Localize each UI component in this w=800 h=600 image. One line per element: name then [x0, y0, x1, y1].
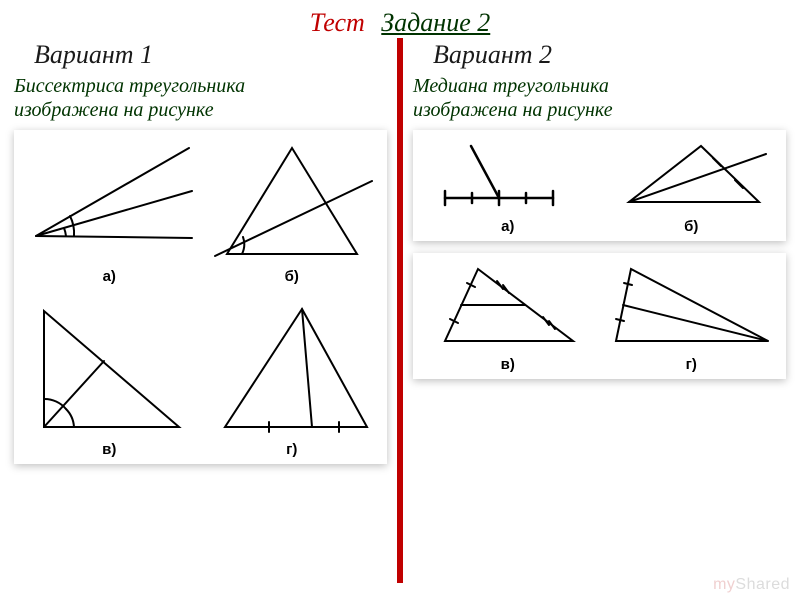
svg-v1-a	[24, 136, 194, 266]
variant-1-col: Вариант 1 Биссектриса треугольника изобр…	[8, 38, 393, 583]
watermark-my: my	[713, 576, 735, 593]
fig-v1-g-label: г)	[286, 441, 297, 458]
content-row: Вариант 1 Биссектриса треугольника изобр…	[0, 38, 800, 583]
fig-v1-g: г)	[203, 299, 382, 458]
variant-1-question: Биссектриса треугольника изображена на р…	[14, 74, 387, 122]
variant-1-figure-panel: а) б)	[14, 130, 387, 464]
page-header: Тест Задание 2	[0, 0, 800, 38]
fig-v2-a: а)	[419, 136, 597, 235]
fig-v1-a: а)	[20, 136, 199, 295]
fig-v1-b: б)	[203, 136, 382, 295]
header-task: Задание 2	[381, 8, 490, 37]
svg-v2-b	[611, 136, 771, 216]
fig-v2-b-label: б)	[684, 218, 698, 235]
watermark: myShared	[713, 576, 790, 594]
variant-2-q-line1: Медиана треугольника	[413, 75, 609, 97]
variant-2-q-line2: изображена на рисунке	[413, 99, 613, 121]
fig-v1-a-label: а)	[103, 268, 116, 285]
fig-v2-v-label: в)	[501, 356, 515, 373]
fig-v2-b: б)	[603, 136, 781, 235]
fig-v2-a-label: а)	[501, 218, 514, 235]
svg-v1-g	[207, 299, 377, 439]
variant-2-panel-bottom: в) г)	[413, 253, 786, 379]
variant-1-q-line2: изображена на рисунке	[14, 99, 214, 121]
watermark-shared: Shared	[735, 576, 790, 593]
variant-1-q-line1: Биссектриса треугольника	[14, 75, 245, 97]
svg-v2-v	[433, 259, 583, 354]
variant-1-title: Вариант 1	[34, 40, 387, 70]
variant-2-question: Медиана треугольника изображена на рисун…	[413, 74, 786, 122]
variant-2-title: Вариант 2	[433, 40, 786, 70]
fig-v2-v: в)	[419, 259, 597, 373]
header-test: Тест	[310, 8, 365, 37]
fig-v1-v-label: в)	[102, 441, 116, 458]
variant-2-col: Вариант 2 Медиана треугольника изображен…	[407, 38, 792, 583]
fig-v1-v: в)	[20, 299, 199, 458]
svg-v2-g	[606, 259, 776, 354]
variant-2-panel-top: а) б)	[413, 130, 786, 241]
fig-v2-g-label: г)	[686, 356, 697, 373]
fig-v1-b-label: б)	[285, 268, 299, 285]
svg-v1-v	[24, 299, 194, 439]
svg-v1-b	[207, 136, 377, 266]
fig-v2-g: г)	[603, 259, 781, 373]
svg-v2-a	[433, 136, 583, 216]
center-divider	[397, 38, 403, 583]
